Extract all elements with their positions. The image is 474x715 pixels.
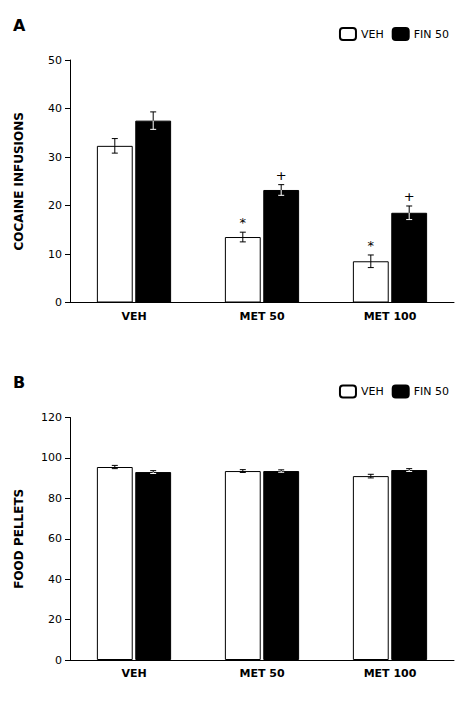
svg-text:60: 60 bbox=[48, 532, 62, 545]
svg-text:VEH: VEH bbox=[121, 667, 146, 680]
svg-text:80: 80 bbox=[48, 492, 62, 505]
svg-text:+: + bbox=[276, 168, 287, 183]
svg-text:B: B bbox=[13, 373, 25, 392]
svg-text:30: 30 bbox=[48, 151, 62, 164]
svg-text:VEH: VEH bbox=[361, 385, 384, 398]
svg-text:50: 50 bbox=[48, 54, 62, 67]
svg-text:FIN 50: FIN 50 bbox=[414, 28, 449, 41]
svg-text:VEH: VEH bbox=[361, 28, 384, 41]
svg-text:MET 50: MET 50 bbox=[239, 667, 284, 680]
svg-text:*: * bbox=[240, 215, 247, 230]
svg-text:FIN 50: FIN 50 bbox=[414, 385, 449, 398]
svg-text:120: 120 bbox=[41, 411, 62, 424]
svg-text:FOOD PELLETS: FOOD PELLETS bbox=[12, 489, 26, 589]
svg-text:0: 0 bbox=[55, 296, 62, 309]
svg-text:20: 20 bbox=[48, 199, 62, 212]
svg-text:0: 0 bbox=[55, 654, 62, 667]
svg-text:MET 50: MET 50 bbox=[239, 310, 284, 323]
svg-text:*: * bbox=[368, 238, 375, 253]
svg-text:10: 10 bbox=[48, 248, 62, 261]
svg-text:VEH: VEH bbox=[121, 310, 146, 323]
svg-text:MET 100: MET 100 bbox=[364, 310, 417, 323]
svg-text:A: A bbox=[13, 16, 26, 35]
svg-text:100: 100 bbox=[41, 451, 62, 464]
svg-text:40: 40 bbox=[48, 102, 62, 115]
svg-text:COCAINE INFUSIONS: COCAINE INFUSIONS bbox=[12, 112, 26, 250]
svg-text:MET 100: MET 100 bbox=[364, 667, 417, 680]
svg-text:20: 20 bbox=[48, 613, 62, 626]
svg-text:+: + bbox=[404, 189, 415, 204]
svg-text:40: 40 bbox=[48, 573, 62, 586]
